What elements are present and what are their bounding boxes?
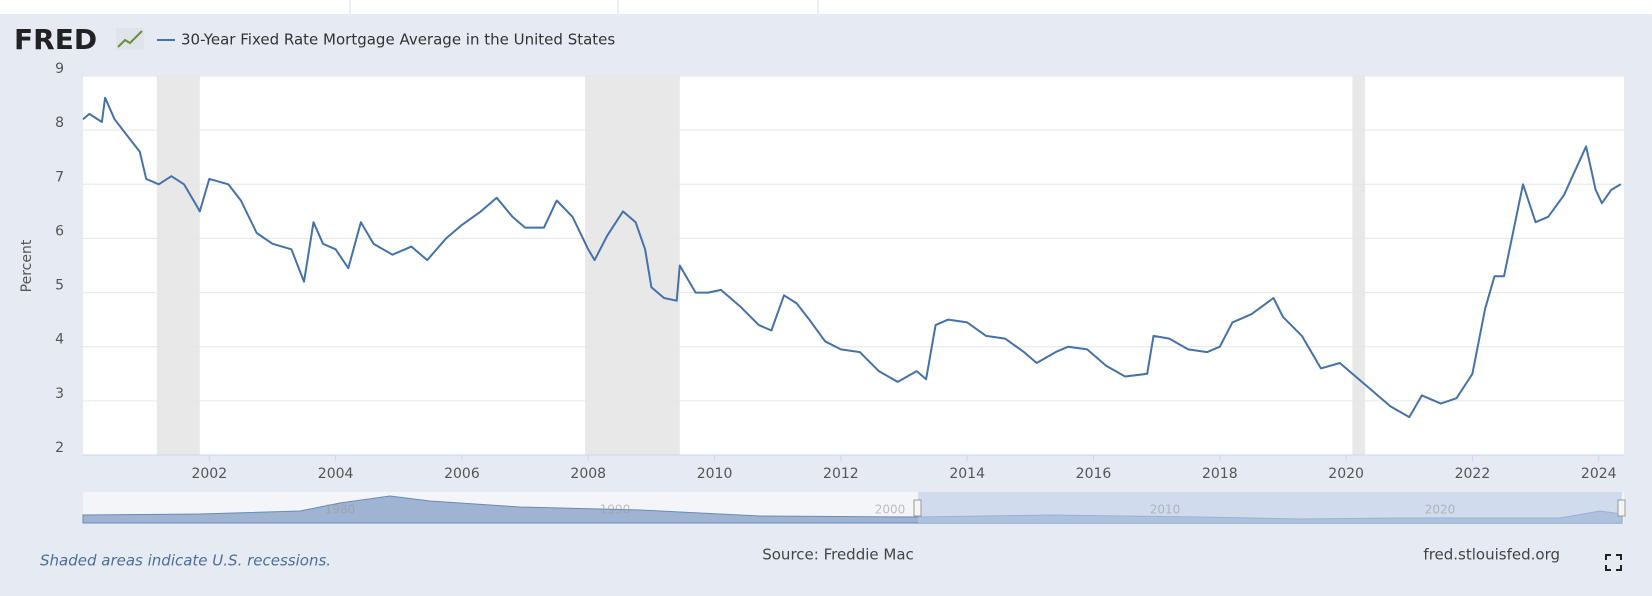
x-tick-label: 2004 — [318, 466, 354, 482]
navigator-label: 2000 — [875, 503, 906, 517]
y-tick-label: 4 — [55, 332, 64, 348]
x-tick-label: 2008 — [570, 466, 606, 482]
x-tick-label: 2012 — [823, 466, 859, 482]
y-tick-label: 3 — [55, 386, 64, 402]
y-tick-label: 8 — [55, 115, 64, 131]
x-tick-label: 2014 — [949, 466, 985, 482]
x-tick-label: 2024 — [1581, 466, 1617, 482]
logo-icon — [116, 28, 144, 50]
recession-band — [585, 76, 680, 455]
logo[interactable]: FRED — [14, 23, 97, 56]
navigator-handle[interactable] — [913, 499, 922, 517]
recession-note: Shaded areas indicate U.S. recessions. — [40, 552, 331, 570]
x-tick-label: 2020 — [1328, 466, 1364, 482]
x-tick-label: 2016 — [1076, 466, 1112, 482]
navigator[interactable]: 1980 1990 2000 2010 2020 — [82, 492, 1626, 524]
y-tick-label: 9 — [55, 61, 64, 77]
fullscreen-icon[interactable] — [1605, 554, 1622, 571]
navigator-label: 1980 — [325, 503, 356, 517]
navigator-label: 2020 — [1425, 503, 1456, 517]
navigator-label: 1990 — [600, 503, 631, 517]
top-strip — [0, 0, 1652, 14]
y-axis-label: Percent — [19, 239, 35, 292]
navigator-handle[interactable] — [1617, 499, 1626, 517]
series-line — [82, 96, 1622, 419]
y-tick-label: 2 — [55, 440, 64, 456]
y-tick-label: 5 — [55, 278, 64, 294]
recession-band — [156, 76, 200, 455]
x-tick-label: 2002 — [191, 466, 227, 482]
navigator-selection[interactable] — [918, 492, 1622, 523]
site-link[interactable]: fred.stlouisfed.org — [1423, 546, 1560, 564]
legend-label[interactable]: 30-Year Fixed Rate Mortgage Average in t… — [181, 31, 615, 49]
source: Source: Freddie Mac — [762, 546, 914, 564]
plot-area — [83, 76, 1624, 455]
x-tick-label: 2010 — [697, 466, 733, 482]
navigator-label: 2010 — [1150, 503, 1181, 517]
recession-band — [1352, 76, 1366, 455]
y-tick-label: 7 — [55, 169, 64, 185]
x-tick-label: 2006 — [444, 466, 480, 482]
x-tick-label: 2022 — [1455, 466, 1491, 482]
x-tick-label: 2018 — [1202, 466, 1238, 482]
y-tick-label: 6 — [55, 223, 64, 239]
